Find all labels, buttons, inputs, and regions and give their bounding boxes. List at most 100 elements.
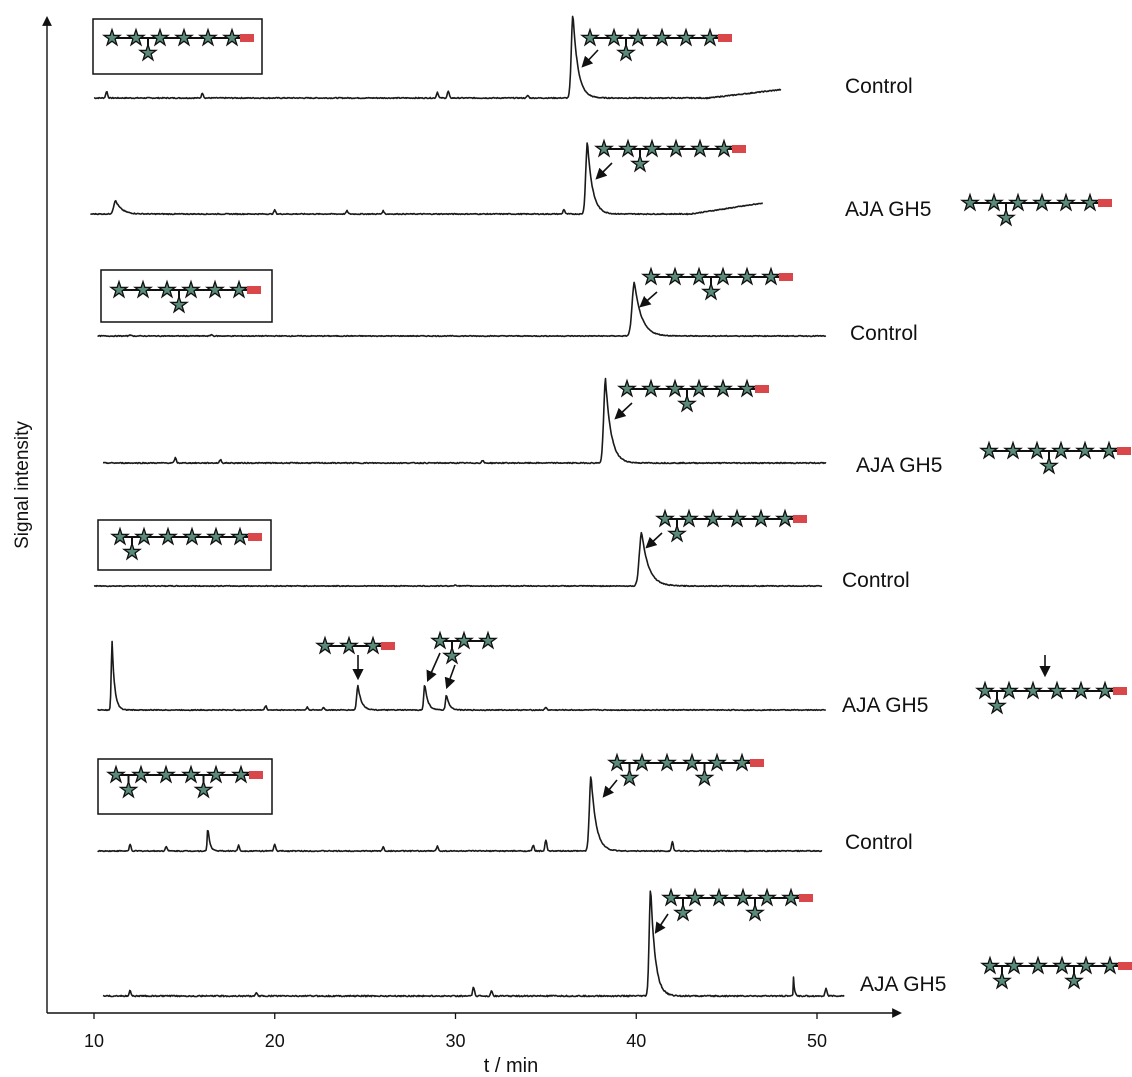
star-glycan-icon [691, 139, 709, 157]
glycan-structure [431, 631, 497, 664]
star-glycan-icon [223, 28, 241, 46]
star-glycan-icon [653, 28, 671, 46]
star-glycan-icon [985, 193, 1003, 211]
star-glycan-icon [199, 28, 217, 46]
cleavage-arrow-icon [602, 779, 618, 798]
glycan-structure [595, 139, 746, 172]
star-glycan-icon [1009, 193, 1027, 211]
star-glycan-icon [988, 696, 1006, 714]
star-glycan-icon [733, 753, 751, 771]
reducing-end-marker [1113, 687, 1127, 695]
star-glycan-icon [677, 28, 695, 46]
star-glycan-icon [708, 753, 726, 771]
star-glycan-icon [316, 636, 334, 654]
trace-label: Control [845, 75, 913, 98]
star-glycan-icon [1048, 681, 1066, 699]
glycan-structures [92, 18, 1132, 989]
glycan-structure [976, 681, 1127, 714]
cleavage-arrow-icon [639, 291, 658, 308]
star-glycan-icon [1040, 456, 1058, 474]
star-glycan-icon [135, 527, 153, 545]
chromatogram-trace [97, 281, 827, 338]
star-glycan-icon [1033, 193, 1051, 211]
trace-label: Control [845, 831, 913, 854]
glycan-structure [581, 28, 732, 61]
reducing-end-marker [750, 759, 764, 767]
star-glycan-icon [961, 193, 979, 211]
star-glycan-icon [151, 28, 169, 46]
star-glycan-icon [1052, 441, 1070, 459]
star-glycan-icon [666, 379, 684, 397]
star-glycan-icon [714, 267, 732, 285]
star-glycan-icon [134, 280, 152, 298]
substrate-box [97, 519, 272, 571]
star-glycan-icon [656, 509, 674, 527]
star-glycan-icon [231, 527, 249, 545]
star-glycan-icon [762, 267, 780, 285]
star-glycan-icon [746, 903, 764, 921]
star-glycan-icon [976, 681, 994, 699]
star-glycan-icon [980, 441, 998, 459]
star-glycan-icon [230, 280, 248, 298]
glycan-structure [662, 888, 813, 921]
star-glycan-icon [714, 379, 732, 397]
star-glycan-icon [139, 43, 157, 61]
glycan-structure [642, 267, 793, 300]
star-glycan-icon [1101, 956, 1119, 974]
x-axis-title: t / min [484, 1055, 538, 1077]
star-glycan-icon [702, 282, 720, 300]
star-glycan-icon [232, 765, 250, 783]
glycan-structure [981, 956, 1132, 989]
star-glycan-icon [127, 28, 145, 46]
star-glycan-icon [642, 267, 660, 285]
glycan-structure [608, 753, 764, 786]
star-glycan-icon [690, 379, 708, 397]
chromatogram-trace [93, 531, 823, 588]
star-glycan-icon [1028, 441, 1046, 459]
star-glycan-icon [111, 527, 129, 545]
star-glycan-icon [993, 971, 1011, 989]
star-glycan-icon [182, 280, 200, 298]
star-glycan-icon [1077, 956, 1095, 974]
star-glycan-icon [686, 888, 704, 906]
reducing-end-marker [755, 385, 769, 393]
cleavage-arrow-icon [654, 913, 669, 934]
x-tick-label: 10 [84, 1031, 104, 1051]
glycan-structure [316, 636, 395, 654]
chromatogram-trace [102, 890, 845, 998]
star-glycan-icon [728, 509, 746, 527]
x-ticks: 10 20 30 40 50 [84, 1013, 827, 1051]
cleavage-arrow-icon [614, 402, 633, 420]
glycan-structure [110, 280, 261, 313]
chromatogram-trace [97, 640, 827, 712]
star-glycan-icon [207, 527, 225, 545]
chromatogram-trace [93, 15, 782, 100]
star-glycan-icon [629, 28, 647, 46]
trace-label: AJA GH5 [842, 694, 928, 717]
star-glycan-icon [776, 509, 794, 527]
reducing-end-marker [240, 34, 254, 42]
glycan-structure [107, 765, 263, 798]
trace-label: AJA GH5 [845, 198, 931, 221]
star-glycan-icon [206, 280, 224, 298]
star-glycan-icon [701, 28, 719, 46]
substrate-box [97, 758, 273, 815]
x-tick-label: 20 [265, 1031, 285, 1051]
star-glycan-icon [752, 509, 770, 527]
star-glycan-icon [683, 753, 701, 771]
star-glycan-icon [1005, 956, 1023, 974]
star-glycan-icon [158, 280, 176, 298]
star-glycan-icon [207, 765, 225, 783]
star-glycan-icon [1000, 681, 1018, 699]
star-glycan-icon [103, 28, 121, 46]
glycan-structure [618, 379, 769, 412]
star-glycan-icon [170, 295, 188, 313]
x-tick-label: 40 [626, 1031, 646, 1051]
axes: Signal intensity t / min [12, 16, 902, 1077]
star-glycan-icon [619, 139, 637, 157]
star-glycan-icon [666, 267, 684, 285]
cleavage-arrow-icon [645, 532, 663, 549]
star-glycan-icon [608, 753, 626, 771]
star-glycan-icon [443, 646, 461, 664]
